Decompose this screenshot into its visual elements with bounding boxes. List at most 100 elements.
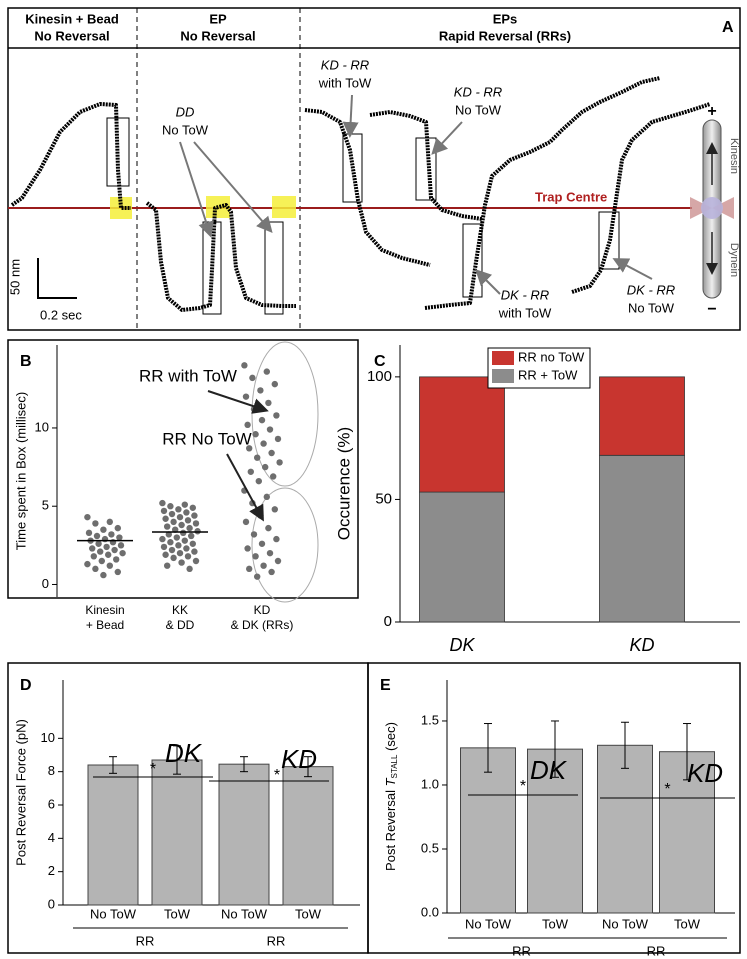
bar [597,744,653,914]
annotation: KD - RR [454,84,502,99]
y-axis-label: Post Reversal TSTALL (sec) [383,722,399,871]
point [260,440,267,447]
x-tick-label: ToW [164,906,191,921]
y-tick-label: 1.0 [421,776,439,791]
y-tick-label: 100 [367,368,392,385]
icon-label: Kinesin [728,138,740,174]
point [111,546,118,554]
point [93,532,101,540]
y-tick-label: 10 [35,419,49,434]
point [162,551,169,558]
point [244,421,251,429]
arrow [612,258,653,280]
y-tick-label: 0 [48,896,55,911]
point [274,557,282,565]
point [164,562,171,569]
icon-plus: + [707,103,716,120]
point [183,509,190,516]
point [250,531,258,538]
point [100,571,107,579]
panel-frame [367,662,741,954]
point [255,477,262,485]
bar-segment [419,376,505,493]
group-label: RR [647,943,666,958]
panel-label: D [20,677,32,694]
y-tick-label: 0 [42,576,49,591]
point [260,562,267,569]
panel-frame [7,339,359,599]
point [252,431,259,438]
legend-swatch [492,351,514,365]
bar [460,747,516,914]
point [173,534,180,541]
point [247,468,254,475]
y-label-part: (sec) [383,722,398,755]
point [270,473,277,480]
point [164,523,171,530]
point [108,531,115,538]
point [95,540,102,547]
header: EP [209,11,227,26]
point [186,565,193,573]
group-label: RR [267,933,286,948]
x-tick-label: No ToW [221,906,268,921]
y-tick-label: 10 [41,730,55,745]
point [106,518,114,526]
point [183,545,190,552]
point [103,543,110,551]
point [89,545,96,552]
point [90,553,98,560]
point [84,560,91,568]
legend-label: RR + ToW [518,367,578,382]
point [84,513,91,521]
point [263,368,270,375]
annotation: DK [165,738,203,768]
y-label-part: Post Reversal [383,786,398,871]
point [85,529,93,537]
point [265,524,272,532]
annotation: KD [281,744,317,774]
point [170,518,177,526]
y-tick-label: 0.5 [421,840,439,855]
point [176,513,184,521]
annotation: * [520,778,526,795]
point [246,445,253,452]
point [189,504,196,511]
point [273,412,280,419]
annotation: KD [687,758,723,788]
arrow [475,269,501,295]
point [258,540,266,547]
y-axis-label: Post Reversal Force (pN) [13,719,28,866]
point [178,559,185,566]
point [98,557,106,565]
header: Kinesin + Bead [25,11,119,26]
bar-segment [599,454,685,623]
trace [145,201,296,312]
x-tick-label: & DD [166,618,195,632]
point [184,517,192,524]
panel-label: E [380,677,391,694]
scale-label: 0.2 sec [40,307,82,322]
annotation: RR with ToW [139,366,237,385]
y-tick-label: 4 [48,830,55,845]
point [186,524,193,532]
point [160,507,168,515]
point [246,565,253,573]
bar-segment [419,491,505,623]
bar-segment [599,376,685,456]
point [188,532,195,540]
annotation: DD [176,104,195,119]
y-tick-label: 5 [42,498,49,513]
highlight [110,197,132,219]
y-tick-label: 2 [48,863,55,878]
x-tick-label: No ToW [90,906,137,921]
arrow [193,141,273,234]
header: Rapid Reversal (RRs) [439,28,571,43]
point [168,510,176,518]
point [178,521,185,529]
point [257,387,264,394]
highlight [272,196,296,218]
legend-label: RR no ToW [518,349,585,364]
annotation: No ToW [628,300,675,315]
